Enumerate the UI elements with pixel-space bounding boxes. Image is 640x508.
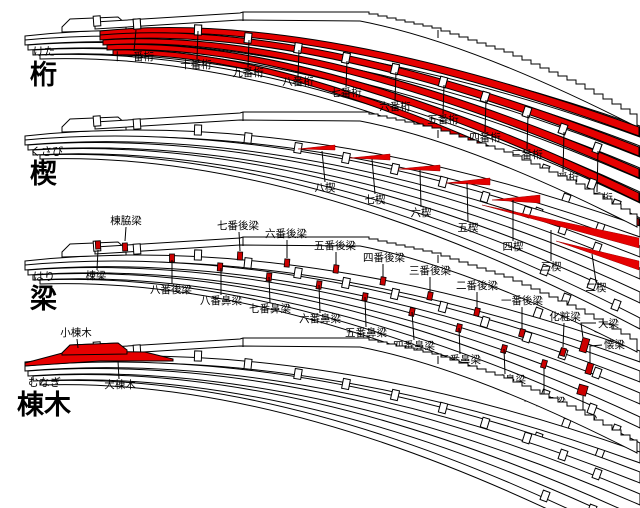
part-label: 二楔 <box>586 282 607 294</box>
leader-line <box>458 327 461 355</box>
part-label: 七番鼻梁 <box>249 302 291 315</box>
part-label: 六番桁 <box>379 100 411 113</box>
part-label: 棟梁 <box>86 269 107 282</box>
part-label: 十一番桁 <box>112 50 154 63</box>
part-label: 懐梁 <box>604 338 625 351</box>
drawing-hari: はり 梁 棟脇梁 七番後梁六番後梁五番後梁四番後梁三番後梁二番後梁一番後梁化粧梁大… <box>24 214 640 460</box>
section-furigana-keta: けた <box>33 45 55 58</box>
part-label: 八番鼻梁 <box>200 294 242 307</box>
leader-line <box>394 71 397 102</box>
leader-line <box>562 131 565 173</box>
part-label: 八楔 <box>315 182 336 194</box>
wedge-key-blocks-over <box>132 18 622 212</box>
part-label: 五楔 <box>458 222 479 234</box>
leader-line <box>371 158 376 195</box>
leader-line <box>321 150 326 183</box>
part-label: 化粧梁 <box>549 310 581 323</box>
section-furigana-kusabi: くさび <box>30 145 63 158</box>
leader-line <box>297 49 300 77</box>
ridge-beam-small <box>61 342 128 356</box>
leader-line <box>526 114 529 150</box>
leader-line <box>562 322 565 348</box>
section-furigana-munagi: むなぎ <box>28 375 61 389</box>
part-label: 大梁 <box>598 317 619 330</box>
part-label: 十番桁 <box>180 58 212 71</box>
leader-line <box>268 276 271 304</box>
leader-line <box>196 30 199 60</box>
part-label: 八番後梁 <box>150 283 192 296</box>
leader-line <box>96 249 99 271</box>
leader-line <box>580 322 596 339</box>
leader-line <box>589 344 603 363</box>
leader-line <box>117 360 120 380</box>
leader-line <box>364 296 367 328</box>
part-label: 四楔 <box>503 241 524 253</box>
leader-line <box>419 169 422 208</box>
part-label: 七楔 <box>365 194 386 206</box>
part-label: 八番桁 <box>282 75 314 88</box>
part-label: 七番桁 <box>330 86 362 99</box>
leader-line <box>591 253 597 283</box>
leader-line <box>484 99 487 133</box>
part-label: 大棟木 <box>104 378 136 391</box>
kusabi-wedges-highlight <box>297 144 640 271</box>
leader-line <box>466 182 469 223</box>
part-label: 三楔 <box>541 261 562 273</box>
leader-line <box>318 284 321 314</box>
leader-line <box>442 84 445 115</box>
leader-line <box>238 231 241 252</box>
part-label: 三番後梁 <box>409 264 451 277</box>
hari-beams-highlight <box>94 240 595 397</box>
part-label: 七番後梁 <box>217 219 259 232</box>
section-title-hari: 梁 <box>30 284 57 315</box>
part-label: 六番後梁 <box>265 227 307 240</box>
section-title-kusabi: 楔 <box>30 159 57 190</box>
leader-line <box>411 311 415 341</box>
part-label: 四番後梁 <box>363 251 405 264</box>
part-label: 五番桁 <box>427 113 459 126</box>
leader-line <box>503 348 506 375</box>
section-furigana-hari: はり <box>33 270 55 283</box>
part-label: 六番鼻梁 <box>299 312 341 325</box>
part-label: 五番鼻梁 <box>345 326 387 339</box>
leader-line <box>76 338 79 349</box>
part-label: 九番桁 <box>232 66 264 79</box>
part-label: 一番後梁 <box>501 294 543 307</box>
part-label: 六楔 <box>411 207 432 219</box>
leader-line <box>133 29 137 52</box>
part-label: 棟脇梁 <box>110 214 142 227</box>
leader-line <box>596 150 599 193</box>
part-label: 五番後梁 <box>314 239 356 252</box>
section-title-keta: 桁 <box>30 60 57 91</box>
leader-line <box>345 60 348 88</box>
part-label: 小棟木 <box>60 326 92 339</box>
leader-line <box>247 39 250 68</box>
section-title-munagi: 棟木 <box>17 390 71 421</box>
part-label: 二番後梁 <box>456 279 498 292</box>
leader-line <box>124 226 127 242</box>
